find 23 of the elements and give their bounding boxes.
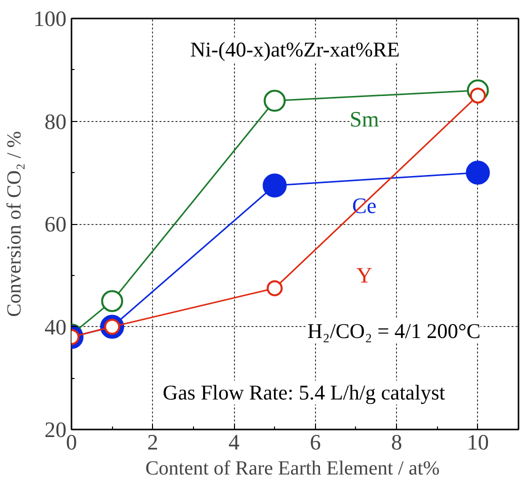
x-axis-title: Content of Rare Earth Element / at% [145, 458, 440, 480]
x-tick-label: 8 [391, 430, 402, 454]
y-tick-label: 60 [44, 212, 66, 236]
y-tick-label: 80 [44, 108, 66, 134]
point [264, 90, 286, 112]
y-tick-label: 40 [44, 314, 66, 340]
y-tick-label: 100 [34, 6, 66, 31]
annotation: Ni-(40-x)at%Zr-xat%RE [190, 37, 400, 62]
y-tick-label: 20 [44, 417, 66, 442]
point [262, 173, 287, 198]
annotation: H₂/CO₂ = 4/1 200°C [307, 318, 481, 343]
x-tick-label: 2 [147, 430, 158, 454]
y-axis-title: Conversion of CO₂ / % [4, 131, 26, 317]
x-tick-label: 10 [466, 430, 489, 454]
x-tick-label: 4 [228, 430, 240, 454]
x-tick-label: 6 [310, 430, 321, 454]
series-label: Y [356, 262, 372, 288]
x-tick-label: 0 [66, 430, 77, 454]
series-label: Sm [350, 106, 379, 132]
point [466, 160, 490, 185]
annotation: Gas Flow Rate: 5.4 L/h/g catalyst [162, 380, 446, 405]
point [266, 280, 283, 296]
point [101, 290, 124, 312]
